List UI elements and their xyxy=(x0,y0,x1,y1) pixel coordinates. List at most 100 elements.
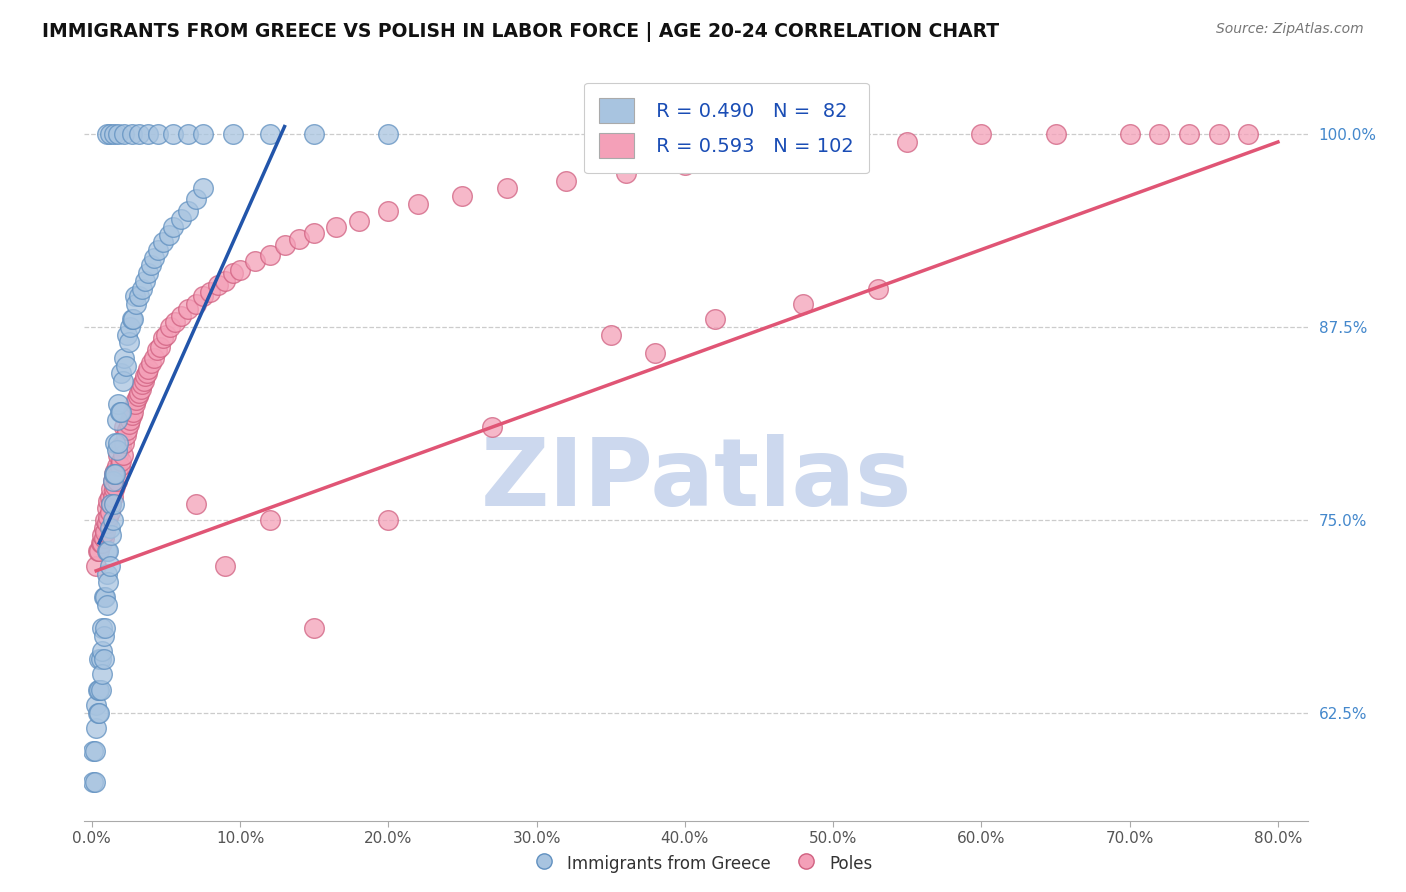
Point xyxy=(96,516,118,530)
Point xyxy=(91,667,114,681)
Point xyxy=(100,498,122,512)
Point xyxy=(1149,128,1171,142)
Point xyxy=(555,173,578,187)
Point xyxy=(125,297,148,311)
Point xyxy=(128,128,150,142)
Point xyxy=(143,251,166,265)
Point xyxy=(112,435,135,450)
Point xyxy=(89,543,111,558)
Point xyxy=(96,566,118,581)
Point xyxy=(104,435,127,450)
Point xyxy=(170,212,193,227)
Point xyxy=(748,150,770,164)
Point xyxy=(93,590,115,604)
Point xyxy=(105,458,128,473)
Point xyxy=(89,706,111,720)
Point xyxy=(105,412,128,426)
Point xyxy=(703,312,725,326)
Point xyxy=(792,297,814,311)
Legend:  R = 0.490   N =  82,  R = 0.593   N = 102: R = 0.490 N = 82, R = 0.593 N = 102 xyxy=(583,83,869,173)
Point xyxy=(162,219,184,234)
Point xyxy=(115,428,138,442)
Point xyxy=(98,490,121,504)
Point xyxy=(103,128,125,142)
Point xyxy=(377,513,399,527)
Point xyxy=(94,513,117,527)
Point xyxy=(105,443,128,458)
Point xyxy=(121,408,143,422)
Point xyxy=(104,463,127,477)
Point xyxy=(177,204,200,219)
Point xyxy=(124,289,146,303)
Point xyxy=(84,698,107,712)
Point xyxy=(112,420,135,434)
Point xyxy=(97,574,120,589)
Point xyxy=(136,361,159,376)
Point xyxy=(377,128,399,142)
Point xyxy=(107,435,129,450)
Point xyxy=(107,397,129,411)
Point xyxy=(82,744,104,758)
Point xyxy=(1178,128,1201,142)
Point xyxy=(1045,128,1067,142)
Point xyxy=(184,192,207,206)
Point xyxy=(97,509,120,524)
Point xyxy=(128,386,150,401)
Point xyxy=(120,320,142,334)
Point xyxy=(90,536,112,550)
Point xyxy=(91,528,114,542)
Point xyxy=(90,651,112,665)
Point xyxy=(94,621,117,635)
Point xyxy=(1208,128,1230,142)
Point xyxy=(149,340,172,354)
Point xyxy=(122,405,145,419)
Point xyxy=(128,289,150,303)
Point xyxy=(481,420,503,434)
Point xyxy=(131,281,153,295)
Point xyxy=(89,651,111,665)
Point xyxy=(970,128,993,142)
Point xyxy=(134,274,156,288)
Point xyxy=(177,128,200,142)
Point xyxy=(302,226,325,240)
Point xyxy=(214,274,236,288)
Point xyxy=(110,367,132,381)
Point xyxy=(115,359,138,373)
Point xyxy=(159,320,181,334)
Point xyxy=(104,467,127,481)
Point xyxy=(273,238,295,252)
Point xyxy=(127,389,149,403)
Point xyxy=(108,458,131,473)
Point xyxy=(83,775,105,789)
Text: ZIPatlas: ZIPatlas xyxy=(481,434,911,526)
Point xyxy=(103,482,125,496)
Point xyxy=(259,128,281,142)
Point xyxy=(98,520,121,534)
Point xyxy=(451,189,474,203)
Point xyxy=(214,559,236,574)
Point xyxy=(325,219,347,234)
Point xyxy=(129,382,152,396)
Point xyxy=(93,520,115,534)
Point xyxy=(157,227,180,242)
Point xyxy=(101,490,124,504)
Point xyxy=(105,475,128,489)
Point xyxy=(112,351,135,365)
Point xyxy=(96,500,118,515)
Point xyxy=(118,335,141,350)
Point xyxy=(347,213,370,227)
Point xyxy=(103,467,125,481)
Point xyxy=(103,467,125,481)
Point xyxy=(103,498,125,512)
Point xyxy=(131,377,153,392)
Point xyxy=(91,536,114,550)
Point xyxy=(184,297,207,311)
Point xyxy=(229,263,252,277)
Point xyxy=(191,128,214,142)
Point xyxy=(100,528,122,542)
Point xyxy=(94,590,117,604)
Point xyxy=(97,543,120,558)
Point xyxy=(122,312,145,326)
Point xyxy=(104,479,127,493)
Point xyxy=(110,454,132,468)
